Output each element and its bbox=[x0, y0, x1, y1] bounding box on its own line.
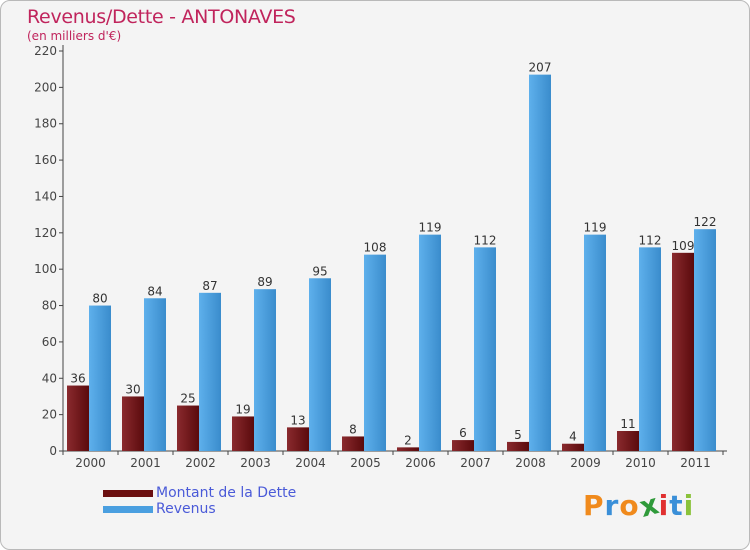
data-label-debt: 11 bbox=[620, 417, 635, 431]
chart-axes: 0 20 40 60 80 100 120 140 160 180 200 220 bbox=[34, 44, 727, 458]
data-label-debt: 2 bbox=[404, 433, 412, 447]
x-tick-label: 2003 bbox=[240, 456, 271, 470]
bar-debt bbox=[67, 385, 89, 451]
data-label-debt: 19 bbox=[235, 402, 250, 416]
x-tick-label: 2002 bbox=[185, 456, 216, 470]
chart-subtitle: (en milliers d'€) bbox=[27, 29, 122, 43]
bar-debt bbox=[562, 443, 584, 451]
data-label-revenus: 207 bbox=[529, 61, 552, 75]
data-label-revenus: 108 bbox=[364, 241, 387, 255]
bar-debt bbox=[287, 427, 309, 451]
legend-label-revenus: Revenus bbox=[156, 501, 216, 517]
data-label-debt: 13 bbox=[290, 413, 305, 427]
bar-revenus bbox=[254, 289, 276, 451]
bar-debt bbox=[507, 441, 529, 451]
bar-revenus bbox=[694, 229, 716, 451]
data-label-debt: 5 bbox=[514, 428, 522, 442]
y-tick-label: 20 bbox=[42, 408, 57, 422]
bar-revenus bbox=[364, 254, 386, 451]
data-label-revenus: 95 bbox=[312, 264, 327, 278]
logo-letter: t bbox=[669, 489, 684, 522]
bar-debt bbox=[232, 416, 254, 451]
x-tick-label: 2000 bbox=[75, 456, 106, 470]
y-tick-label: 180 bbox=[34, 117, 57, 131]
logo-letter: i bbox=[683, 489, 695, 522]
data-label-debt: 4 bbox=[569, 430, 577, 444]
y-tick-label: 200 bbox=[34, 80, 57, 94]
bar-debt bbox=[122, 396, 144, 451]
data-label-revenus: 119 bbox=[584, 221, 607, 235]
logo-letter: i bbox=[658, 489, 670, 522]
data-label-debt: 8 bbox=[349, 422, 357, 436]
bar-revenus bbox=[474, 247, 496, 451]
bar-revenus bbox=[309, 278, 331, 451]
data-label-debt: 30 bbox=[125, 382, 140, 396]
x-tick-label: 2004 bbox=[295, 456, 326, 470]
logo-letter: P bbox=[583, 489, 605, 522]
legend-swatch-revenus bbox=[103, 506, 153, 513]
bar-revenus bbox=[529, 74, 551, 452]
legend-label-debt: Montant de la Dette bbox=[156, 485, 297, 501]
x-tick-label: 2005 bbox=[350, 456, 381, 470]
data-label-revenus: 87 bbox=[202, 279, 217, 293]
x-tick-label: 2009 bbox=[570, 456, 601, 470]
data-label-revenus: 112 bbox=[639, 233, 662, 247]
y-tick-label: 80 bbox=[42, 299, 57, 313]
y-tick-label: 40 bbox=[42, 371, 57, 385]
data-label-debt: 6 bbox=[459, 426, 467, 440]
bar-debt bbox=[342, 436, 364, 451]
bar-debt bbox=[617, 431, 639, 451]
logo-letter: o bbox=[619, 489, 640, 522]
data-label-revenus: 119 bbox=[419, 221, 442, 235]
data-label-revenus: 122 bbox=[694, 215, 717, 229]
data-label-revenus: 84 bbox=[147, 284, 162, 298]
x-tick-label: 2011 bbox=[680, 456, 711, 470]
y-tick-label: 140 bbox=[34, 189, 57, 203]
y-tick-label: 220 bbox=[34, 44, 57, 58]
y-tick-label: 160 bbox=[34, 153, 57, 167]
bar-revenus bbox=[639, 247, 661, 451]
bar-debt bbox=[397, 447, 419, 451]
y-tick-label: 0 bbox=[49, 444, 57, 458]
bar-debt bbox=[452, 440, 474, 451]
data-label-revenus: 112 bbox=[474, 233, 497, 247]
y-tick-label: 60 bbox=[42, 335, 57, 349]
x-tick-label: 2007 bbox=[460, 456, 491, 470]
data-label-debt: 36 bbox=[70, 372, 85, 386]
bar-debt bbox=[177, 405, 199, 451]
bar-revenus bbox=[419, 234, 441, 451]
x-tick-label: 2008 bbox=[515, 456, 546, 470]
proxiti-logo: Proxiti bbox=[583, 487, 695, 524]
bar-revenus bbox=[144, 298, 166, 451]
bar-revenus bbox=[584, 234, 606, 451]
x-tick-label: 2006 bbox=[405, 456, 436, 470]
bar-revenus bbox=[89, 305, 111, 451]
y-tick-label: 120 bbox=[34, 226, 57, 240]
data-label-revenus: 89 bbox=[257, 275, 272, 289]
data-label-revenus: 80 bbox=[92, 292, 107, 306]
chart-bars bbox=[67, 74, 716, 452]
chart-title: Revenus/Dette - ANTONAVES bbox=[27, 6, 296, 28]
data-label-debt: 109 bbox=[672, 239, 695, 253]
y-tick-label: 100 bbox=[34, 262, 57, 276]
chart-labels: 2000368020013084200225872003198920041395… bbox=[70, 61, 716, 470]
x-tick-label: 2010 bbox=[625, 456, 656, 470]
legend-swatch-debt bbox=[103, 490, 153, 497]
bar-revenus bbox=[199, 292, 221, 451]
logo-letter: r bbox=[604, 489, 620, 522]
data-label-debt: 25 bbox=[180, 392, 195, 406]
bar-debt bbox=[672, 252, 694, 451]
x-tick-label: 2001 bbox=[130, 456, 161, 470]
